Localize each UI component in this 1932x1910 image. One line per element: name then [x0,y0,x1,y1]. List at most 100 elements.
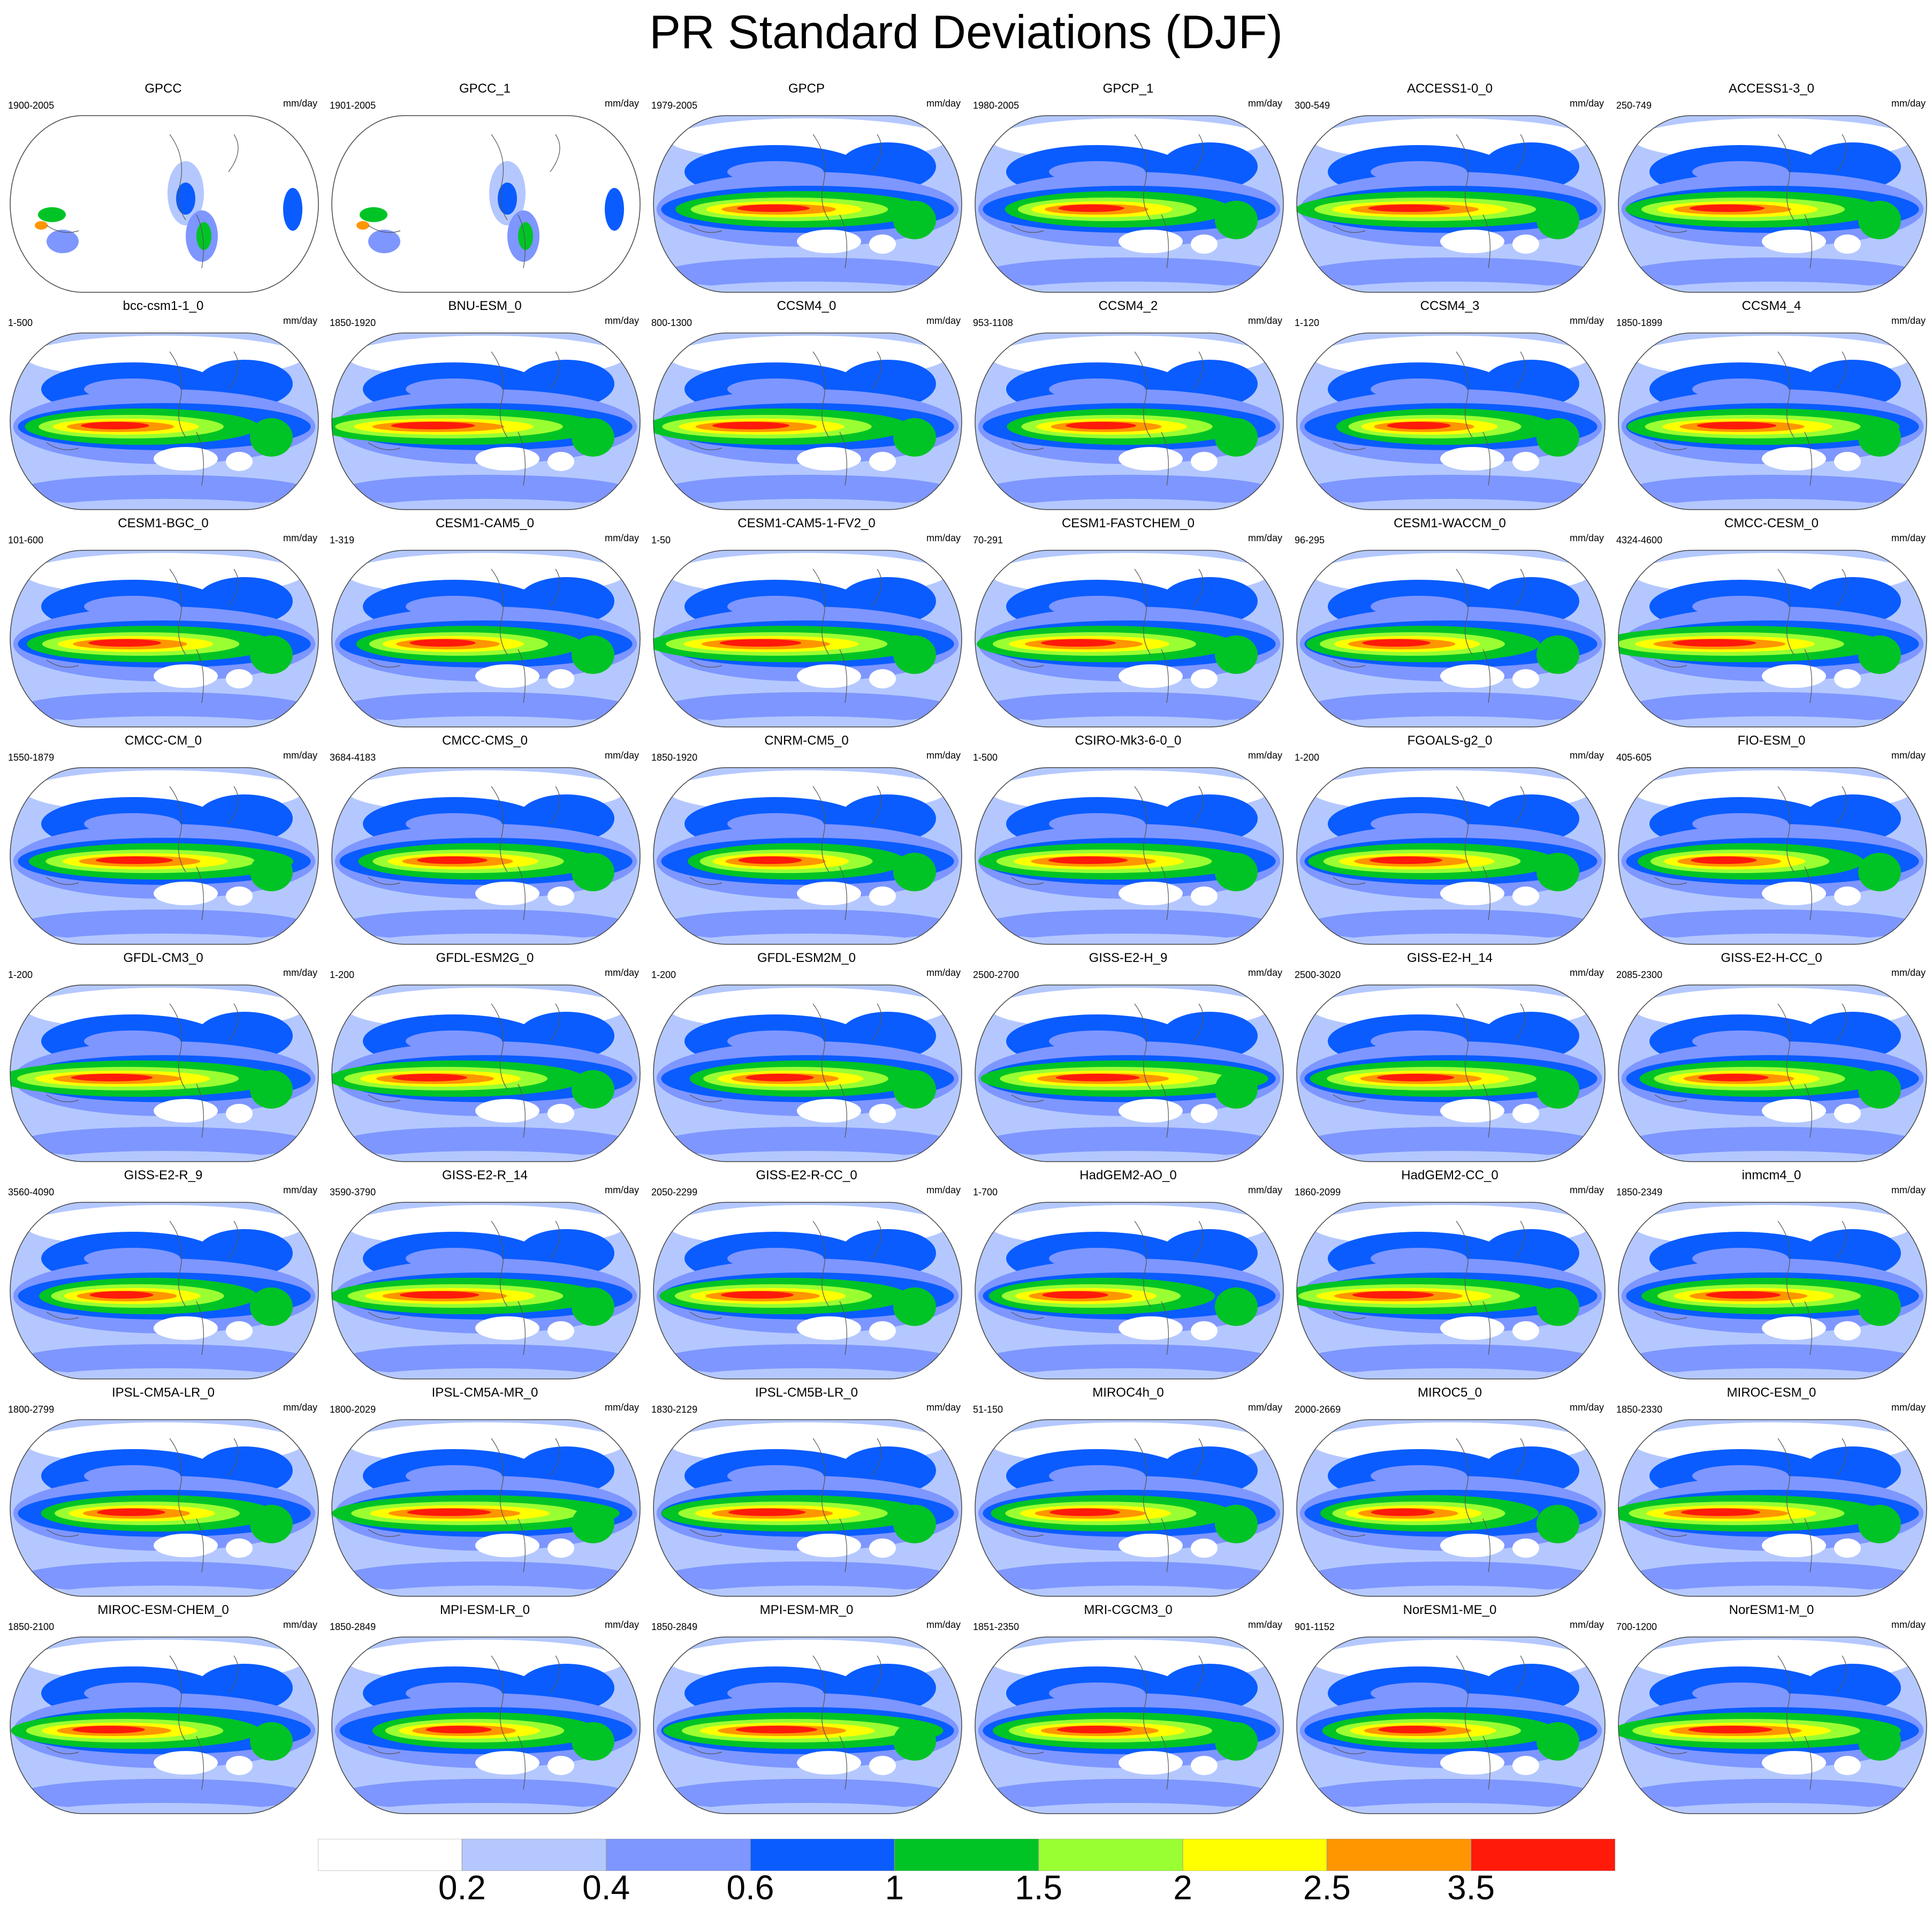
panel-year-range: 1860-2099 [1295,1187,1341,1197]
map-outline [10,767,319,945]
map-field [975,1636,1284,1814]
panel-units: mm/day [1891,315,1926,326]
map-outline [653,1636,962,1814]
field-contour [95,857,173,864]
coastline [1193,351,1204,390]
field-contour [283,188,302,231]
map-panel: MIROC-ESM-CHEM_0 1850-2100 mm/day [3,1603,324,1820]
field-contour [1387,422,1451,429]
map-panel: ACCESS1-0_0 300-549 mm/day [1289,81,1610,298]
field-contour [498,183,517,215]
panel-title: NorESM1-M_0 [1729,1603,1814,1617]
field-contour [661,1779,954,1811]
panel-units: mm/day [1891,1185,1926,1195]
field-contour [41,716,288,727]
coastline [1333,1312,1366,1320]
colorbar-swatch [606,1839,751,1871]
map-panel: GISS-E2-R_14 3590-3790 mm/day [324,1168,645,1385]
panel-units: mm/day [604,750,639,761]
field-contour [1049,1509,1120,1516]
panel-title: GPCC [144,81,182,96]
map-panel: CESM1-CAM5-1-FV2_0 1-50 mm/day [646,516,967,733]
field-contour [1119,447,1183,471]
field-contour [1304,1344,1598,1376]
field-contour [1006,934,1253,944]
coastline [1836,1003,1847,1042]
field-contour [360,207,387,222]
coastline [1193,786,1204,824]
panel-title: CESM1-BGC_0 [118,516,209,530]
panel-units: mm/day [1569,98,1604,109]
field-contour [684,934,931,944]
panel-title: CESM1-CAM5-1-FV2_0 [737,516,876,530]
panel-units: mm/day [1248,967,1282,978]
panel-units: mm/day [1569,1619,1604,1630]
field-contour [1440,1534,1504,1557]
field-contour [1626,475,1919,507]
field-contour [339,909,633,942]
field-contour [1327,716,1574,727]
field-contour [797,882,861,905]
field-contour [735,1726,818,1733]
coastline [1804,1083,1812,1138]
field-contour [475,447,539,471]
field-contour [661,692,954,724]
field-contour [1649,1586,1896,1596]
panel-units: mm/day [604,1402,639,1413]
field-contour [1626,1344,1919,1376]
coastline [1654,660,1687,668]
field-contour [1191,234,1218,254]
field-contour [1304,1127,1598,1159]
map-panel: MIROC5_0 2000-2669 mm/day [1289,1385,1610,1602]
field-contour [1215,853,1258,891]
coastline [228,134,239,172]
coastline [1011,660,1044,668]
coastline [1011,1746,1044,1754]
coastline [1193,134,1204,172]
field-contour [1762,1099,1826,1123]
coastline [368,877,401,885]
coastline [196,431,204,486]
field-contour [1762,664,1826,688]
field-contour [1512,1538,1539,1558]
field-contour [35,221,48,230]
map-outline [331,1202,641,1380]
coastline [689,877,722,885]
map-outline [1618,1202,1927,1380]
map-field [975,332,1284,510]
coastline [1804,1301,1812,1355]
field-contour [1191,452,1218,471]
coastline [1836,786,1847,824]
map-field [331,1202,641,1380]
map-outline [1618,984,1927,1162]
map-field [10,984,319,1162]
map-outline [1618,767,1927,945]
map-outline [10,1419,319,1597]
field-contour [1371,1509,1435,1516]
coastline [1333,1746,1366,1754]
coastline [1161,1301,1169,1355]
map-field [1296,1636,1606,1814]
map-panel: CESM1-CAM5_0 1-319 mm/day [324,516,645,733]
field-contour [547,1538,574,1558]
field-contour [1119,1099,1183,1123]
coastline [839,214,847,269]
field-contour [41,1151,288,1162]
coastline [46,1312,79,1320]
coastline [368,442,401,450]
field-contour [893,201,936,239]
coastline [1515,134,1525,172]
field-contour [154,1534,218,1557]
map-field [1296,115,1606,293]
map-outline [331,1419,641,1597]
map-field [653,984,962,1162]
panel-title: GFDL-ESM2M_0 [757,951,856,965]
field-contour [18,692,311,724]
field-contour [1834,1104,1861,1123]
panel-year-range: 901-1152 [1295,1621,1335,1632]
field-contour [1440,1751,1504,1775]
field-contour [1834,1538,1861,1558]
field-contour [1119,882,1183,905]
field-contour [1006,1151,1253,1162]
field-contour [18,1779,311,1811]
